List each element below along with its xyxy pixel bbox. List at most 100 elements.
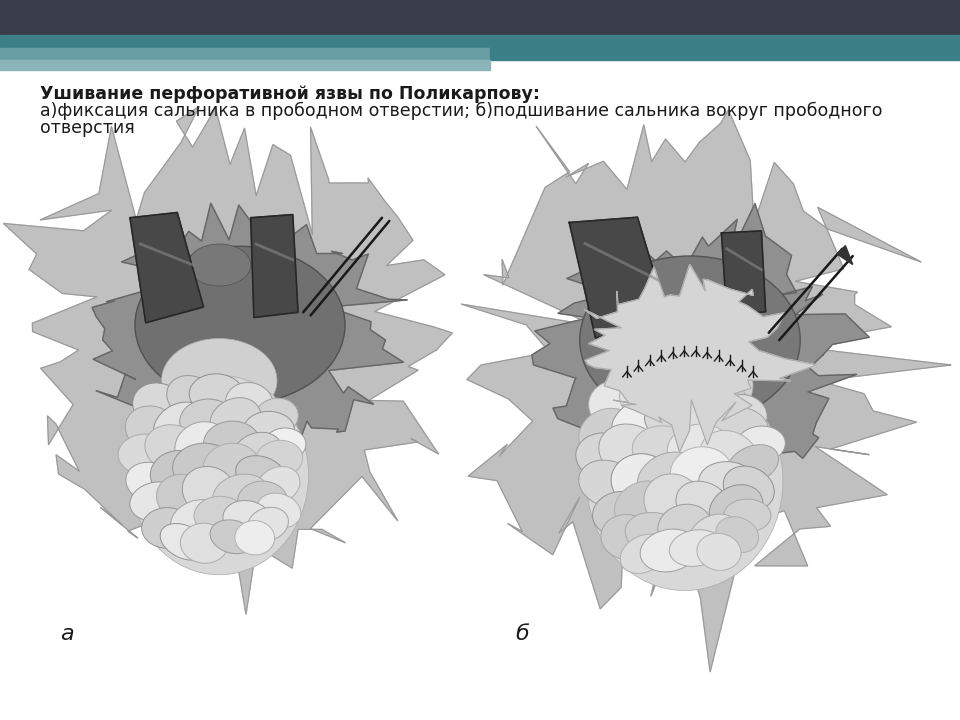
- Ellipse shape: [126, 462, 179, 504]
- Ellipse shape: [656, 366, 713, 418]
- Ellipse shape: [126, 406, 180, 452]
- Ellipse shape: [637, 452, 700, 505]
- Ellipse shape: [697, 534, 741, 570]
- Bar: [0, 0, 960, 35]
- Polygon shape: [4, 107, 452, 614]
- Ellipse shape: [619, 376, 680, 420]
- Ellipse shape: [576, 433, 635, 480]
- Text: а: а: [60, 624, 74, 644]
- Ellipse shape: [135, 246, 345, 404]
- Ellipse shape: [699, 462, 757, 503]
- Bar: [0, 35, 960, 48]
- Ellipse shape: [676, 481, 732, 531]
- Polygon shape: [584, 264, 817, 452]
- Ellipse shape: [620, 534, 668, 573]
- Ellipse shape: [182, 467, 236, 516]
- Bar: [490, 48, 960, 60]
- Ellipse shape: [254, 398, 299, 436]
- Text: отверстия: отверстия: [40, 119, 134, 137]
- Ellipse shape: [210, 397, 261, 442]
- Ellipse shape: [248, 508, 288, 541]
- Polygon shape: [462, 110, 950, 672]
- Ellipse shape: [612, 454, 672, 508]
- Ellipse shape: [173, 444, 234, 490]
- Ellipse shape: [175, 422, 229, 472]
- Ellipse shape: [614, 481, 673, 531]
- Ellipse shape: [588, 380, 650, 432]
- Ellipse shape: [669, 530, 722, 567]
- Ellipse shape: [204, 421, 261, 467]
- Ellipse shape: [688, 514, 738, 556]
- Ellipse shape: [118, 434, 172, 474]
- Ellipse shape: [616, 338, 753, 433]
- Ellipse shape: [612, 398, 672, 450]
- Ellipse shape: [226, 382, 274, 424]
- Ellipse shape: [728, 445, 779, 484]
- Polygon shape: [130, 212, 204, 323]
- Ellipse shape: [213, 474, 269, 517]
- Ellipse shape: [599, 424, 662, 479]
- Ellipse shape: [167, 376, 219, 420]
- Ellipse shape: [640, 529, 698, 572]
- Ellipse shape: [736, 426, 785, 462]
- Ellipse shape: [188, 244, 251, 286]
- Ellipse shape: [709, 485, 763, 533]
- Ellipse shape: [579, 408, 637, 462]
- Ellipse shape: [625, 513, 686, 557]
- Ellipse shape: [171, 500, 226, 544]
- Ellipse shape: [689, 382, 746, 428]
- Ellipse shape: [724, 499, 771, 532]
- Ellipse shape: [633, 426, 695, 475]
- Ellipse shape: [154, 402, 209, 452]
- Ellipse shape: [235, 521, 275, 555]
- Polygon shape: [251, 215, 298, 318]
- Polygon shape: [722, 231, 766, 315]
- Ellipse shape: [587, 371, 783, 590]
- Ellipse shape: [145, 425, 202, 472]
- Polygon shape: [92, 203, 407, 468]
- Ellipse shape: [223, 500, 273, 539]
- Ellipse shape: [264, 428, 306, 461]
- Bar: [0, 60, 490, 70]
- Ellipse shape: [160, 523, 208, 560]
- Ellipse shape: [723, 466, 775, 510]
- Ellipse shape: [151, 451, 208, 499]
- Ellipse shape: [210, 520, 255, 554]
- Ellipse shape: [716, 517, 758, 553]
- Text: б: б: [515, 624, 529, 644]
- Ellipse shape: [189, 374, 244, 415]
- Ellipse shape: [644, 474, 703, 529]
- Ellipse shape: [667, 424, 732, 475]
- Ellipse shape: [194, 496, 248, 537]
- Ellipse shape: [235, 456, 287, 496]
- Ellipse shape: [579, 460, 636, 507]
- Ellipse shape: [156, 474, 210, 521]
- Ellipse shape: [592, 492, 647, 536]
- Ellipse shape: [130, 375, 308, 575]
- Ellipse shape: [719, 395, 767, 436]
- Ellipse shape: [257, 467, 300, 503]
- Ellipse shape: [180, 523, 228, 563]
- Ellipse shape: [601, 515, 653, 559]
- Ellipse shape: [700, 431, 759, 482]
- Text: Ушивание перфоративной язвы по Поликарпову:: Ушивание перфоративной язвы по Поликарпо…: [40, 85, 540, 103]
- Ellipse shape: [132, 383, 187, 431]
- Polygon shape: [532, 204, 869, 516]
- Ellipse shape: [142, 508, 193, 549]
- Bar: [0, 48, 490, 60]
- Ellipse shape: [130, 482, 182, 521]
- Ellipse shape: [674, 398, 732, 446]
- Ellipse shape: [257, 493, 300, 528]
- Polygon shape: [569, 217, 669, 338]
- Ellipse shape: [204, 444, 259, 490]
- Ellipse shape: [580, 256, 801, 424]
- Ellipse shape: [231, 432, 282, 475]
- Ellipse shape: [658, 504, 712, 550]
- Ellipse shape: [161, 338, 277, 423]
- Ellipse shape: [255, 441, 302, 477]
- Ellipse shape: [237, 481, 288, 522]
- Polygon shape: [837, 246, 852, 264]
- Ellipse shape: [180, 399, 235, 442]
- Text: а)фиксация сальника в прободном отверстии; б)подшивание сальника вокруг прободно: а)фиксация сальника в прободном отверсти…: [40, 102, 882, 120]
- Ellipse shape: [244, 411, 295, 449]
